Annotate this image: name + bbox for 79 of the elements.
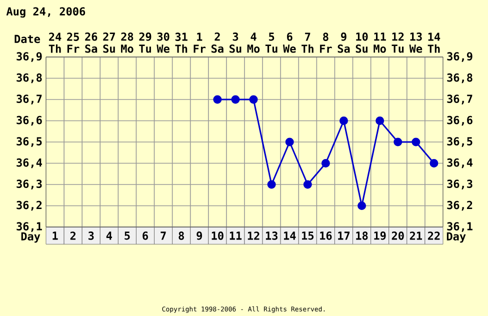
- y-tick-label: 36,1: [16, 222, 42, 232]
- x-tick-label: 7: [160, 232, 166, 240]
- point: [267, 180, 276, 189]
- point: [321, 158, 330, 168]
- x-tick-label: 4: [106, 232, 112, 240]
- x-tick-label: 10: [212, 232, 224, 240]
- x-tick-label: 18: [356, 232, 368, 240]
- text: Day: [21, 232, 40, 243]
- chart-title: Aug 24, 2006: [6, 7, 86, 18]
- x2-tick-label: 26 Sa: [85, 32, 98, 53]
- x2-tick-label: 25 Fr: [67, 32, 80, 53]
- y2-tick-label: 36,8: [447, 73, 472, 84]
- x2-tick-label: 31 Th: [175, 32, 188, 53]
- x-tick-label: 22: [428, 232, 440, 240]
- y-tick-label: 36,8: [16, 73, 42, 84]
- y2-tick-label: 36,2: [447, 200, 472, 211]
- y2-tick-label: 36,4: [447, 158, 473, 168]
- x-tick-label: 14: [284, 232, 296, 240]
- point: [412, 138, 420, 146]
- y-tick-label: 36,3: [16, 180, 42, 190]
- y-tick-label: 36,5: [16, 137, 42, 147]
- point: [303, 180, 312, 189]
- point: [249, 95, 258, 104]
- x-axis-title: Day: [446, 232, 466, 243]
- y-tick-label: 36,7: [16, 94, 42, 104]
- x2-tick-label: 27 Su: [103, 32, 115, 53]
- x-tick-label: 12: [248, 232, 260, 240]
- point: [339, 116, 348, 125]
- x2-tick-label: 9 Sa: [338, 32, 350, 53]
- x2-tick-label: 12 Tu: [392, 32, 404, 53]
- x-tick-label: 9: [196, 232, 202, 240]
- y2-tick-label: 36,7: [447, 94, 472, 104]
- x-tick-label: 6: [142, 232, 148, 240]
- y2-tick-label: 36,3: [447, 180, 472, 190]
- y2-tick-label: 36,5: [447, 137, 472, 147]
- x2-tick-label: 7 Th: [302, 32, 314, 53]
- x2-tick-label: 6 We: [283, 32, 296, 53]
- x-tick-label: 8: [178, 232, 184, 240]
- point: [213, 95, 222, 104]
- x-tick-label: 15: [302, 232, 314, 240]
- y2-tick-label: 36,6: [447, 116, 472, 126]
- y-tick-label: 36,6: [16, 116, 42, 126]
- x-tick-label: 16: [320, 232, 332, 240]
- point: [231, 95, 240, 104]
- x-tick-label: 17: [338, 232, 350, 240]
- x-tick-label: 5: [124, 232, 130, 240]
- x-tick-label: 13: [266, 232, 278, 240]
- x2-tick-label: 14 Th: [428, 32, 440, 53]
- x-tick-label: 19: [374, 232, 386, 240]
- y2-tick-label: 36,1: [447, 222, 472, 232]
- x2-tick-label: 30 We: [156, 32, 170, 53]
- x2-tick-label: 13 We: [409, 32, 422, 53]
- x2-tick-label: 11 Mo: [374, 32, 386, 53]
- x2-axis-title: Date: [14, 34, 40, 44]
- x2-tick-label: 8 Fr: [320, 32, 332, 53]
- point: [285, 138, 294, 146]
- x-tick-label: 3: [88, 232, 94, 240]
- point: [358, 201, 366, 210]
- x2-tick-label: 3 Su: [230, 32, 242, 53]
- y2-tick-label: 36,9: [447, 52, 472, 62]
- point: [394, 138, 402, 146]
- x2-tick-label: 24 Th: [48, 32, 62, 53]
- x2-tick-label: 2 Sa: [212, 32, 224, 53]
- y-tick-label: 36,4: [16, 158, 42, 168]
- x2-tick-label: 1 Fr: [194, 32, 206, 53]
- point: [376, 116, 384, 125]
- x2-tick-label: 29 Tu: [139, 32, 152, 53]
- x2-tick-label: 28 Mo: [121, 32, 134, 53]
- x-tick-label: 1: [52, 232, 58, 240]
- x-tick-label: 20: [392, 232, 404, 240]
- x2-tick-label: 4 Mo: [247, 32, 260, 53]
- y-tick-label: 36,9: [16, 52, 42, 62]
- point: [430, 158, 438, 168]
- x-tick-label: 11: [230, 232, 242, 240]
- x-tick-label: 21: [410, 232, 422, 240]
- x-tick-label: 2: [70, 232, 76, 240]
- x2-tick-label: 5 Tu: [265, 32, 278, 53]
- x2-tick-label: 10 Su: [356, 32, 368, 53]
- y-tick-label: 36,2: [16, 200, 42, 211]
